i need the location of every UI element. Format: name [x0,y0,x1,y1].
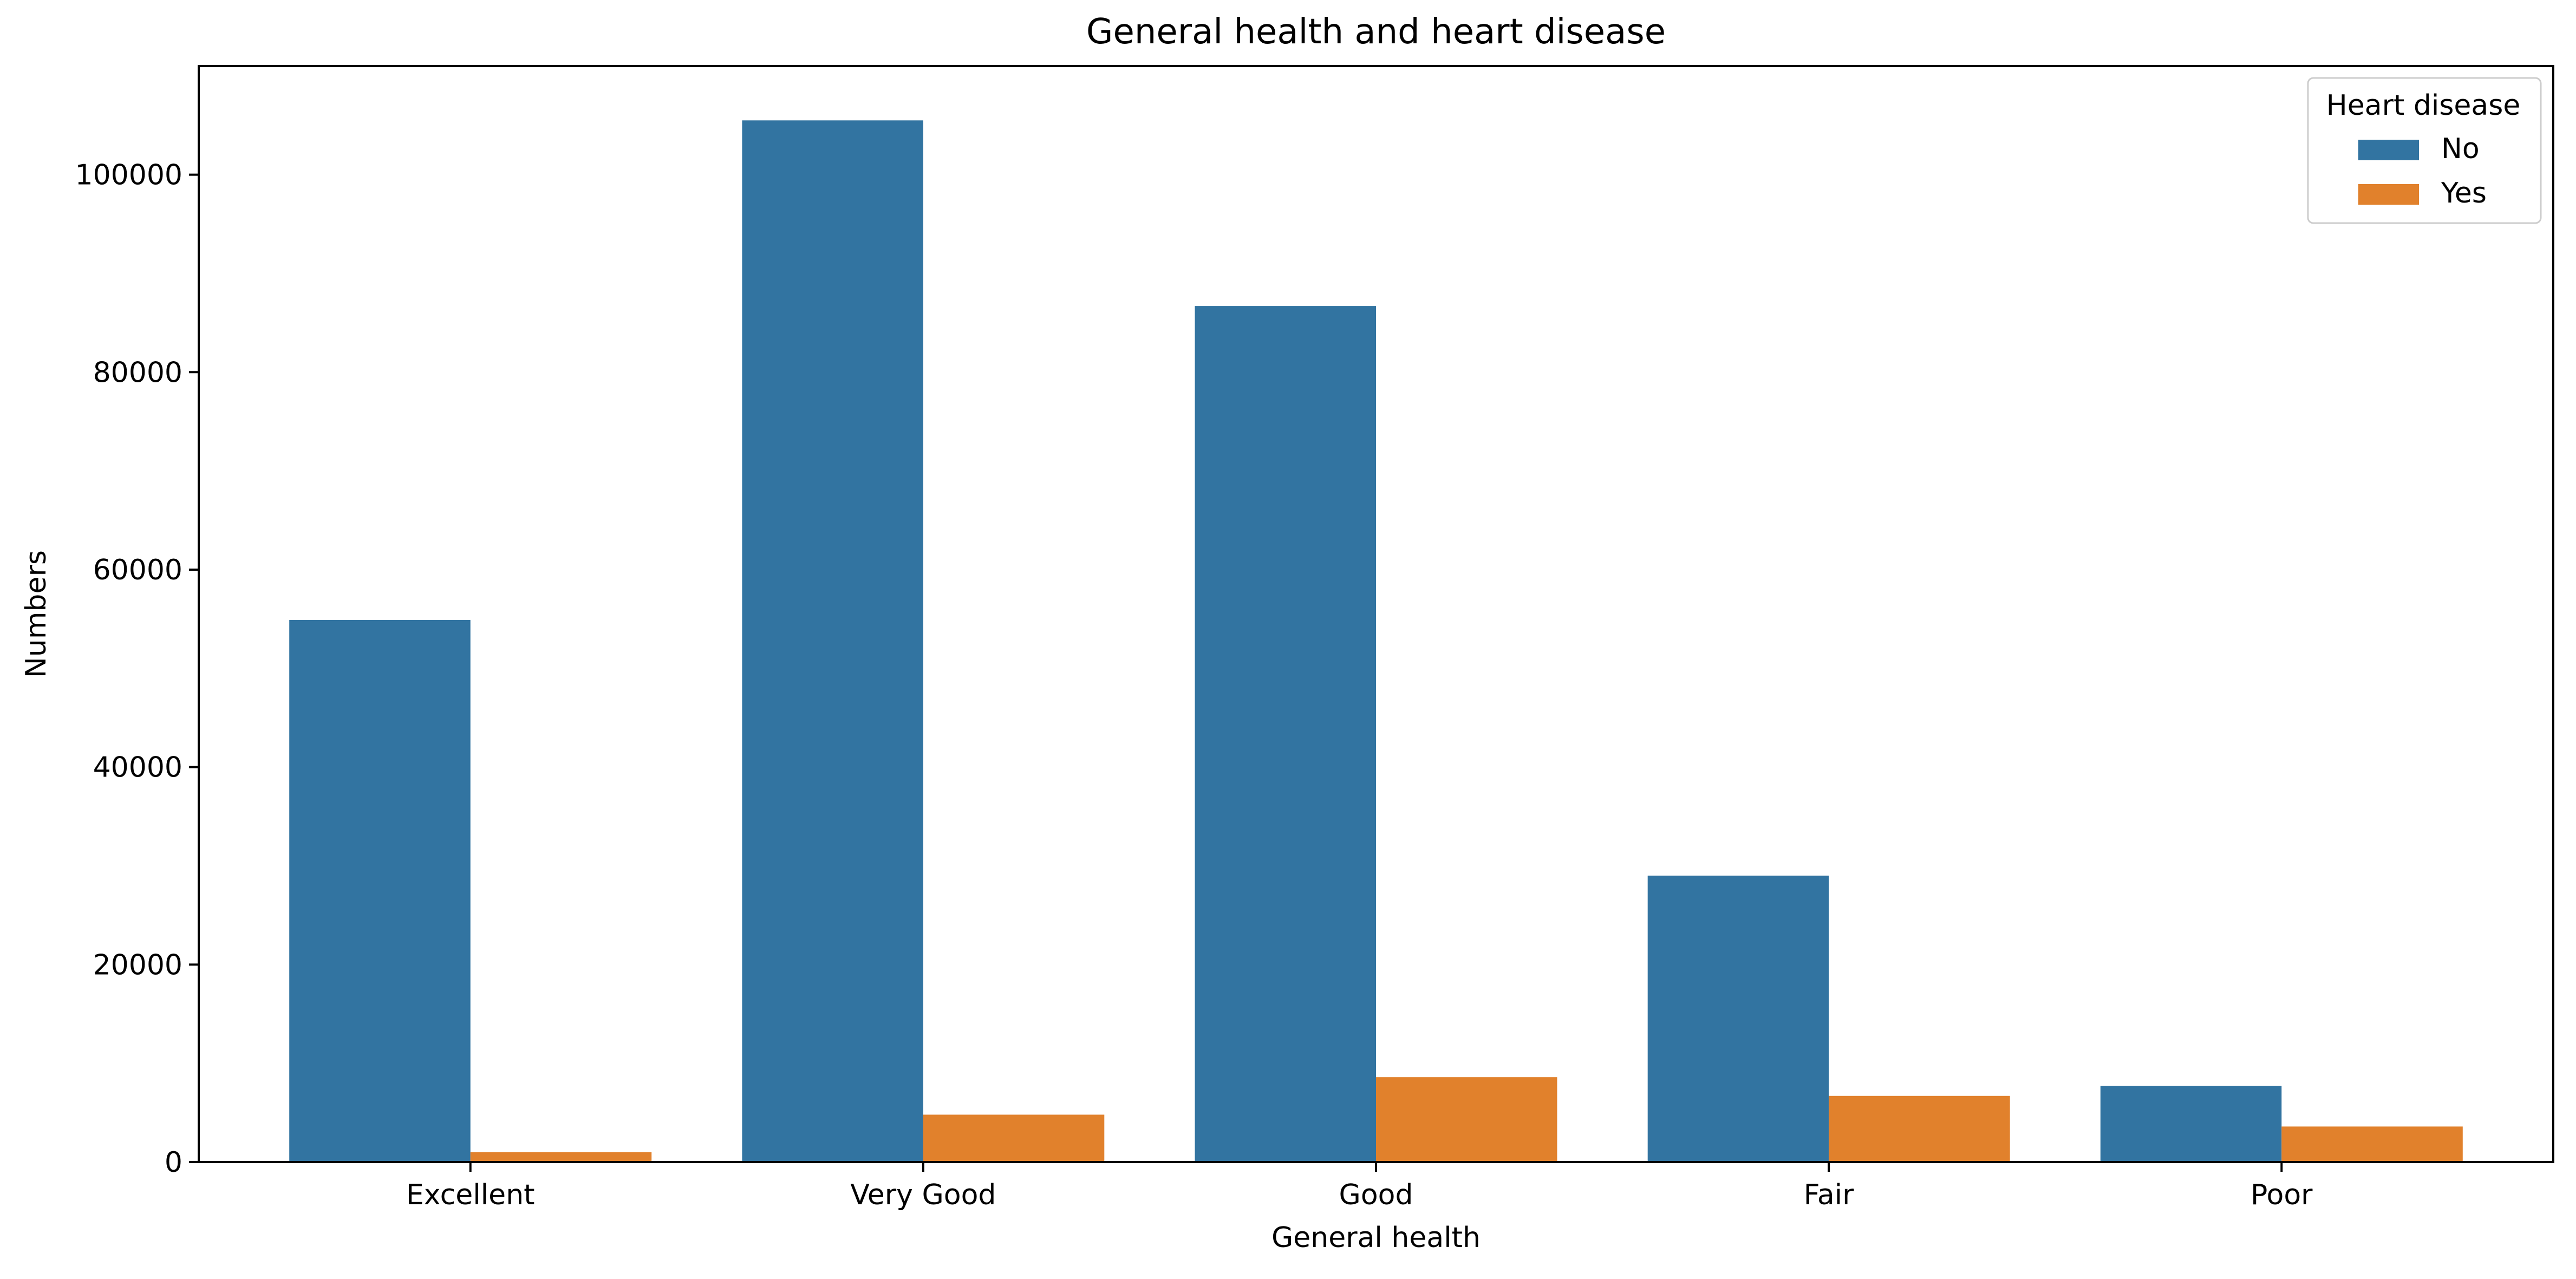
y-tick-label: 80000 [93,356,182,389]
bar-yes-fair [1829,1095,2010,1162]
legend-entries: No Yes [2358,133,2487,210]
x-tick-label: Good [1339,1179,1413,1211]
bar-yes-very-good [923,1114,1105,1162]
y-tick-label: 20000 [93,949,182,981]
bar-no-fair [1647,876,1829,1162]
y-tick-label: 0 [165,1146,182,1179]
bar-yes-poor [2281,1126,2463,1162]
y-tick-label: 60000 [93,554,182,586]
bar-no-very-good [742,120,923,1162]
bar-no-good [1195,306,1376,1162]
legend-title: Heart disease [2326,89,2521,122]
y-tick-label: 100000 [75,159,182,192]
legend-swatch-yes [2358,184,2419,205]
bar-yes-excellent [470,1152,652,1162]
bar-no-poor [2100,1086,2282,1162]
legend-label-yes: Yes [2441,177,2487,210]
x-tick-label: Very Good [850,1179,996,1211]
x-tick-label: Poor [2251,1179,2313,1211]
legend: Heart disease No Yes [2307,77,2542,224]
y-tick-label: 40000 [93,752,182,784]
plot-frame [198,65,2554,1163]
bars-layer [289,120,2463,1162]
y-axis-label: Numbers [20,550,53,678]
legend-label-no: No [2441,133,2480,165]
chart-title: General health and heart disease [1086,12,1666,52]
x-axis: Excellent Very Good Good Fair Poor [406,1162,2313,1211]
x-axis-label: General health [1271,1222,1481,1254]
x-tick-label: Fair [1804,1179,1854,1211]
y-axis: 0 20000 40000 60000 80000 100000 [75,159,199,1179]
bar-yes-good [1376,1077,1557,1162]
x-tick-label: Excellent [406,1179,535,1211]
legend-swatch-no [2358,140,2419,160]
bar-no-excellent [289,619,471,1162]
